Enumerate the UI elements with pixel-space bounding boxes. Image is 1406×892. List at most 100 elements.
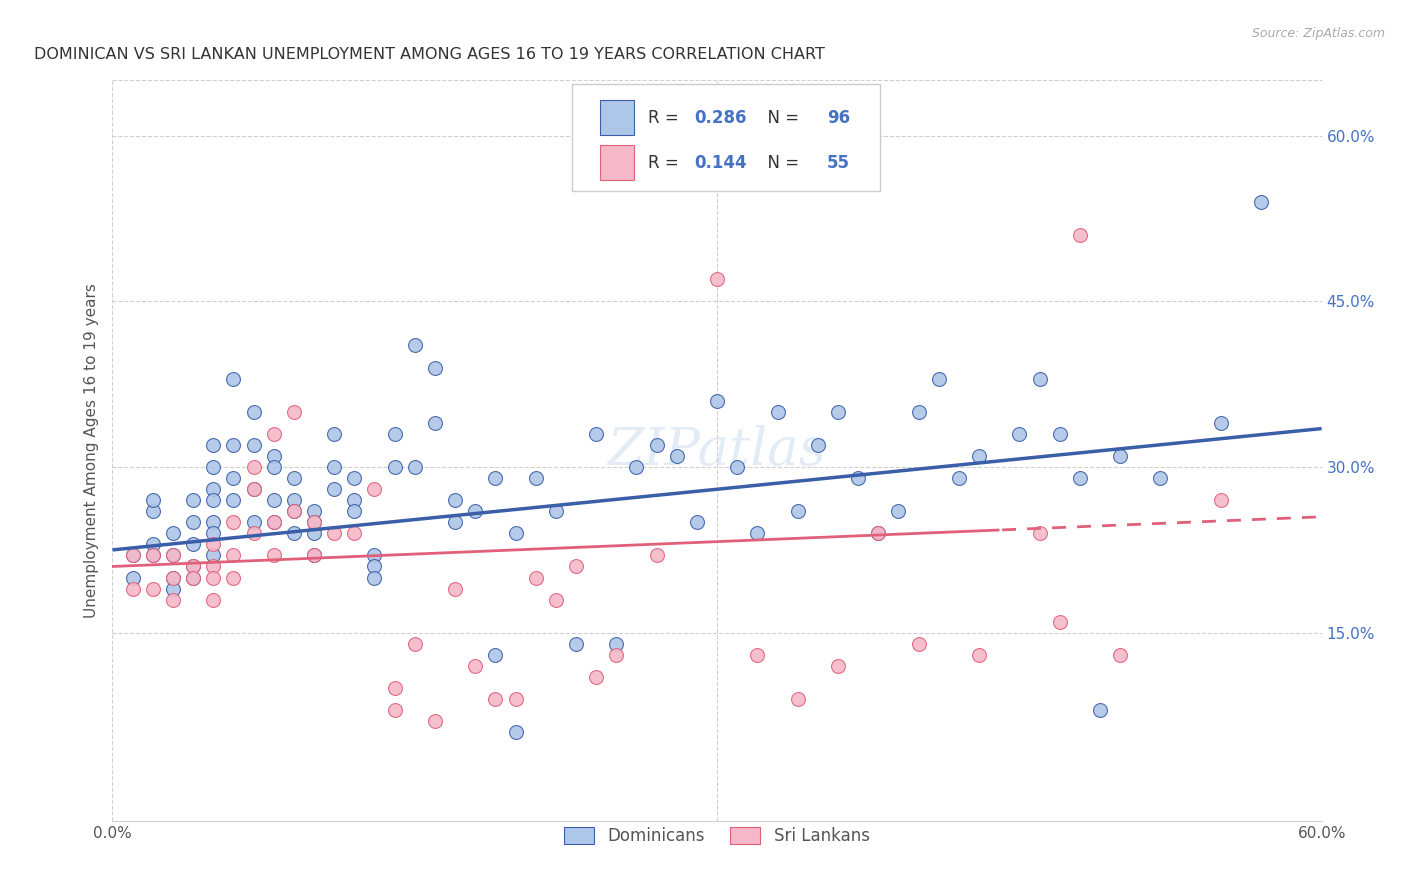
- Point: [323, 482, 346, 496]
- Point: [1109, 648, 1132, 662]
- Point: [302, 549, 325, 563]
- Point: [928, 371, 950, 385]
- Point: [302, 516, 325, 530]
- Point: [565, 559, 588, 574]
- Point: [263, 516, 285, 530]
- Legend: Dominicans, Sri Lankans: Dominicans, Sri Lankans: [557, 818, 877, 853]
- Point: [827, 405, 849, 419]
- Point: [283, 504, 305, 518]
- Point: [222, 549, 245, 563]
- Point: [202, 526, 225, 541]
- Point: [142, 504, 165, 518]
- Point: [302, 516, 325, 530]
- Point: [181, 493, 204, 508]
- Point: [786, 504, 808, 518]
- Point: [302, 549, 325, 563]
- Point: [162, 570, 184, 584]
- Point: [887, 504, 910, 518]
- Point: [263, 516, 285, 530]
- Text: N =: N =: [756, 109, 804, 127]
- Point: [384, 460, 406, 475]
- Text: 96: 96: [827, 109, 851, 127]
- Point: [162, 549, 184, 563]
- Point: [242, 460, 264, 475]
- Point: [1049, 615, 1071, 629]
- Point: [544, 592, 567, 607]
- Point: [605, 637, 627, 651]
- Point: [404, 460, 426, 475]
- Point: [384, 681, 406, 695]
- Point: [626, 460, 648, 475]
- Text: Source: ZipAtlas.com: Source: ZipAtlas.com: [1251, 27, 1385, 40]
- Point: [242, 516, 264, 530]
- Point: [444, 493, 467, 508]
- Point: [907, 637, 929, 651]
- Text: R =: R =: [648, 153, 685, 171]
- Point: [1209, 493, 1232, 508]
- Point: [142, 549, 165, 563]
- Point: [505, 725, 527, 739]
- Point: [384, 703, 406, 717]
- Point: [202, 516, 225, 530]
- Point: [202, 592, 225, 607]
- Point: [121, 570, 143, 584]
- Point: [263, 493, 285, 508]
- Point: [222, 516, 245, 530]
- Point: [242, 482, 264, 496]
- Point: [484, 471, 506, 485]
- Point: [444, 582, 467, 596]
- Point: [363, 570, 385, 584]
- Point: [524, 471, 547, 485]
- Point: [1028, 526, 1050, 541]
- Point: [202, 537, 225, 551]
- Point: [323, 460, 346, 475]
- Point: [302, 504, 325, 518]
- FancyBboxPatch shape: [600, 145, 634, 180]
- Point: [263, 426, 285, 441]
- Point: [544, 504, 567, 518]
- Point: [846, 471, 869, 485]
- Text: 0.144: 0.144: [695, 153, 747, 171]
- Point: [242, 405, 264, 419]
- Point: [505, 692, 527, 706]
- Point: [343, 471, 366, 485]
- Point: [162, 526, 184, 541]
- Point: [202, 482, 225, 496]
- Point: [1149, 471, 1171, 485]
- Point: [142, 493, 165, 508]
- Point: [302, 526, 325, 541]
- Point: [725, 460, 748, 475]
- Point: [868, 526, 890, 541]
- Point: [404, 637, 426, 651]
- Point: [202, 549, 225, 563]
- Point: [343, 526, 366, 541]
- Point: [423, 416, 446, 430]
- Point: [222, 438, 245, 452]
- Point: [162, 592, 184, 607]
- FancyBboxPatch shape: [600, 100, 634, 136]
- Point: [1109, 449, 1132, 463]
- Point: [384, 426, 406, 441]
- Point: [505, 526, 527, 541]
- Point: [524, 570, 547, 584]
- FancyBboxPatch shape: [572, 84, 880, 191]
- Point: [121, 549, 143, 563]
- Point: [1049, 426, 1071, 441]
- Point: [283, 526, 305, 541]
- Point: [363, 559, 385, 574]
- Point: [686, 516, 709, 530]
- Point: [181, 559, 204, 574]
- Point: [948, 471, 970, 485]
- Y-axis label: Unemployment Among Ages 16 to 19 years: Unemployment Among Ages 16 to 19 years: [83, 283, 98, 618]
- Text: DOMINICAN VS SRI LANKAN UNEMPLOYMENT AMONG AGES 16 TO 19 YEARS CORRELATION CHART: DOMINICAN VS SRI LANKAN UNEMPLOYMENT AMO…: [34, 47, 825, 62]
- Point: [242, 526, 264, 541]
- Text: R =: R =: [648, 109, 685, 127]
- Point: [464, 659, 486, 673]
- Point: [363, 482, 385, 496]
- Point: [766, 405, 789, 419]
- Point: [585, 670, 607, 684]
- Point: [181, 570, 204, 584]
- Point: [706, 393, 728, 408]
- Point: [363, 549, 385, 563]
- Point: [263, 460, 285, 475]
